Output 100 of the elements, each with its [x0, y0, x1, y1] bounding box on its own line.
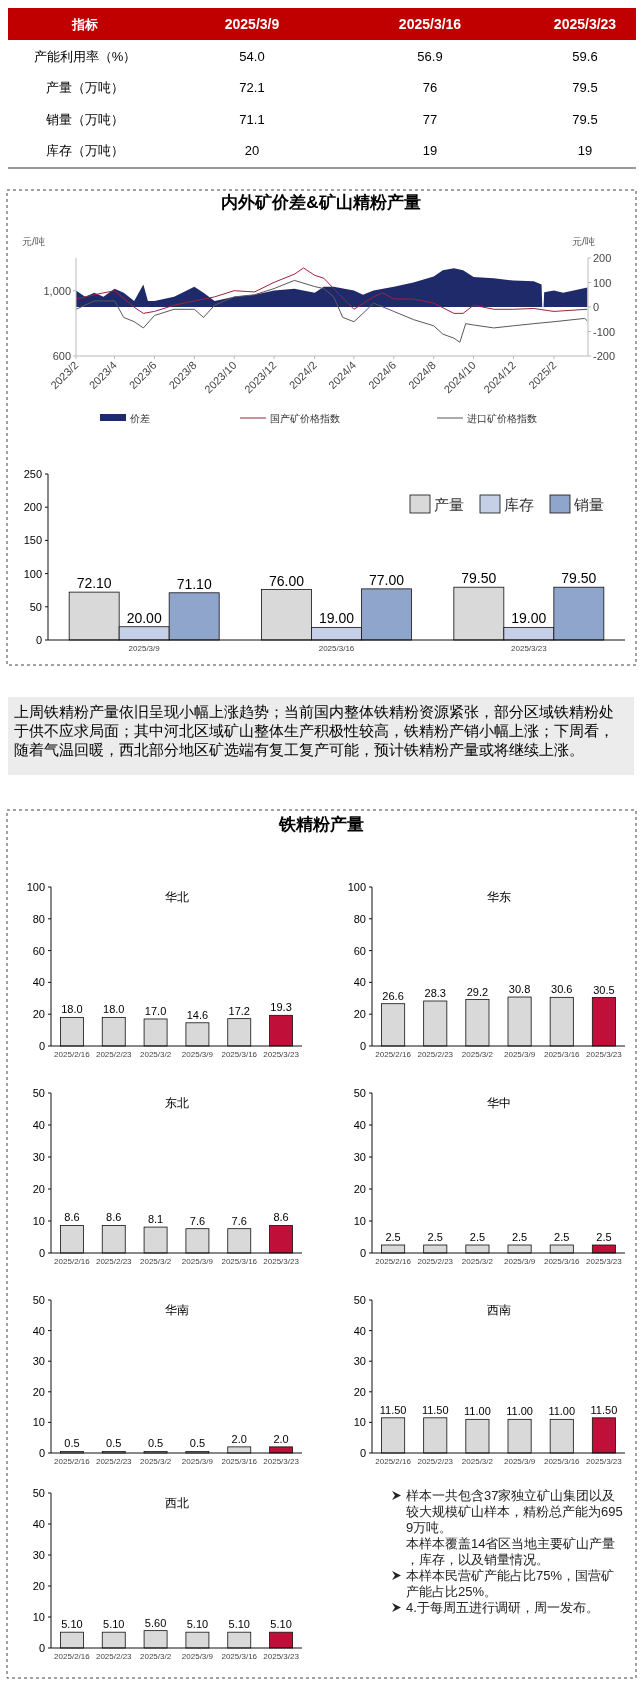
y-tick-label: 0: [359, 1247, 366, 1259]
data-label: 14.6: [186, 1008, 209, 1021]
data-label: 17.0: [144, 1004, 167, 1017]
data-label: 28.3: [424, 987, 446, 999]
legend-label: 销量: [573, 496, 604, 513]
y-tick-label: 0: [38, 1040, 45, 1052]
x-tick-label: 2025/2/16: [54, 1457, 91, 1466]
data-label: 19.00: [318, 610, 355, 627]
y-tick-label: 销量（万吨）: [45, 111, 124, 127]
x-tick-label: 2025/3/2: [140, 1457, 172, 1466]
data-label: 0.5: [189, 1437, 206, 1450]
data-label: 11.00: [506, 1405, 533, 1418]
x-tick-label: 2025/3/9: [128, 644, 161, 653]
y-tick-label: 1,000: [43, 284, 71, 297]
data-label: 2.5: [385, 1231, 401, 1243]
data-label: 7.6: [231, 1214, 247, 1227]
text: 本样本覆盖14省区当地主要矿山产量，库存，以及销量情况。: [406, 1536, 616, 1567]
y-tick-label: 50: [353, 1294, 366, 1306]
data-label: 11.50: [421, 1403, 449, 1416]
data-label: 20: [244, 143, 260, 159]
x-tick-label: 2025/3/16: [221, 1257, 258, 1266]
x-tick-label: 2025/2/16: [375, 1050, 412, 1059]
y-tick-label: 0: [38, 1642, 45, 1654]
y-tick-label: 30: [32, 1355, 45, 1368]
chart-title: 西北: [164, 1496, 189, 1510]
y-tick-label: 100: [26, 881, 45, 893]
data-label: 11.50: [379, 1403, 407, 1416]
x-tick-label: 2025/2/16: [375, 1457, 412, 1466]
x-tick-label: 2025/3/2: [140, 1257, 172, 1266]
y-tick-label: 20: [32, 1385, 45, 1398]
text: 样本一共包含37家独立矿山集团以及较大规模矿山样本，精粉总产能为6959万吨。: [406, 1488, 623, 1535]
x-tick-label: 2025/3/16: [543, 1457, 581, 1466]
data-label: 19: [422, 143, 438, 159]
data-label: 71.1: [239, 111, 265, 127]
y-axis-title: 元/吨: [22, 236, 45, 247]
text: 上周铁精粉产量依旧呈现小幅上涨趋势；当前国内整体铁精粉资源紧张，部分区域铁精粉处于供不应求局面；其中河北区域矿山整体生产积极性较高，铁精粉产销小幅上涨；下周看，随着气温回暖，西北部分地区矿选端有复工复产可能，预计铁精粉产量或将继续上涨。: [14, 703, 614, 758]
x-tick-label: 2025/3/23: [263, 1050, 300, 1059]
data-label: 30.6: [551, 983, 573, 996]
y-tick-label: 100: [347, 881, 366, 893]
y-tick-label: 60: [353, 944, 366, 957]
x-tick-label: 2025/2/23: [417, 1050, 454, 1059]
y-tick-label: 20: [32, 1008, 45, 1021]
data-label: 5.10: [61, 1618, 83, 1631]
x-tick-label: 2025/2/16: [54, 1652, 91, 1661]
y-tick-label: 10: [353, 1416, 366, 1429]
y-tick-label: 10: [32, 1611, 45, 1623]
y-tick-label: 200: [23, 501, 42, 514]
y-tick-label: 10: [32, 1215, 45, 1227]
data-label: 5.10: [228, 1618, 250, 1631]
x-tick-label: 2025/3/16: [398, 16, 462, 32]
data-label: 76.00: [268, 572, 305, 589]
y2-tick-label: -100: [593, 325, 616, 338]
y-tick-label: 库存（万吨）: [46, 143, 124, 159]
data-label: 2.5: [511, 1231, 528, 1243]
x-tick-label: 2025/3/2: [140, 1050, 172, 1059]
x-tick-label: 2025/3/16: [543, 1050, 581, 1059]
data-label: 2.0: [231, 1432, 247, 1445]
legend-label: 进口矿价格指数: [467, 413, 537, 424]
chart-title: 华南: [164, 1303, 189, 1317]
x-tick-label: 2025/2/23: [95, 1257, 133, 1266]
y-tick-label: 40: [32, 1119, 45, 1131]
data-label: 72.10: [76, 575, 112, 592]
x-tick-label: 2025/3/2: [461, 1257, 494, 1266]
y-tick-label: 80: [353, 912, 366, 925]
data-label: 2.5: [469, 1231, 486, 1243]
chart-title: 内外矿价差&矿山精粉产量: [221, 193, 421, 212]
data-label: 79.50: [461, 570, 497, 587]
y-tick-label: 20: [353, 1385, 366, 1398]
y2-axis-title: 元/吨: [572, 236, 595, 247]
x-tick-label: 2025/3/23: [586, 1457, 623, 1466]
data-label: 11.50: [590, 1403, 618, 1416]
y-tick-label: 20: [353, 1008, 366, 1021]
data-label: 79.50: [561, 570, 597, 587]
y-tick-label: 50: [32, 1087, 45, 1099]
x-tick-label: 2025/3/16: [221, 1652, 258, 1661]
x-tick-label: 2025/3/2: [140, 1652, 172, 1661]
y2-tick-label: 100: [593, 276, 612, 289]
x-tick-label: 2025/3/16: [543, 1257, 581, 1266]
data-label: 72.1: [239, 80, 265, 96]
x-tick-label: 2025/2/23: [95, 1050, 133, 1059]
y-tick-label: 0: [35, 634, 42, 646]
y-tick-label: 50: [353, 1087, 366, 1099]
data-label: 5.10: [270, 1618, 292, 1631]
x-tick-label: 2025/3/23: [586, 1050, 623, 1059]
x-tick-label: 2025/2/23: [417, 1457, 454, 1466]
text: 铁精粉产量: [277, 815, 364, 834]
chart-title: 东北: [164, 1096, 189, 1110]
data-label: 76: [422, 80, 438, 96]
y-tick-label: 150: [23, 534, 42, 547]
data-label: 8.6: [273, 1211, 289, 1224]
y-tick-label: 60: [32, 944, 45, 957]
data-label: 8.1: [147, 1213, 164, 1226]
data-label: 2.5: [554, 1231, 570, 1243]
data-label: 56.9: [417, 48, 443, 64]
data-label: 0.5: [64, 1437, 80, 1450]
y-axis-title: 指标: [71, 17, 98, 32]
data-label: 77.00: [368, 571, 405, 588]
y-tick-label: 50: [32, 1294, 45, 1306]
data-label: 54.0: [239, 48, 265, 64]
data-label: 8.6: [106, 1211, 122, 1224]
